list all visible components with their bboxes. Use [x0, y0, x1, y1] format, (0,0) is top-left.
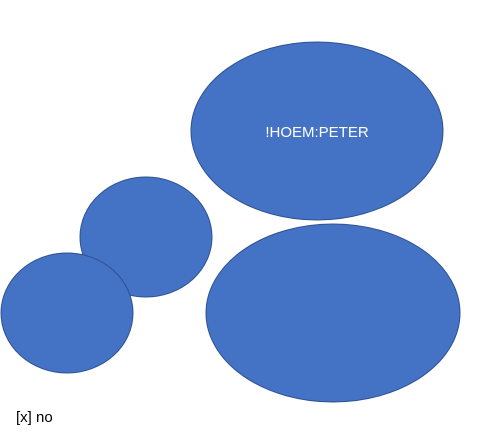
ellipse-top-right-label: !HOEM:PETER: [265, 124, 369, 141]
ellipse-top-right: [190, 41, 444, 221]
circle-middle-left: [79, 176, 213, 298]
circle-bottom-left: [0, 252, 134, 374]
caption-text: [x] no: [16, 409, 53, 426]
ellipse-bottom-right: [205, 223, 461, 403]
